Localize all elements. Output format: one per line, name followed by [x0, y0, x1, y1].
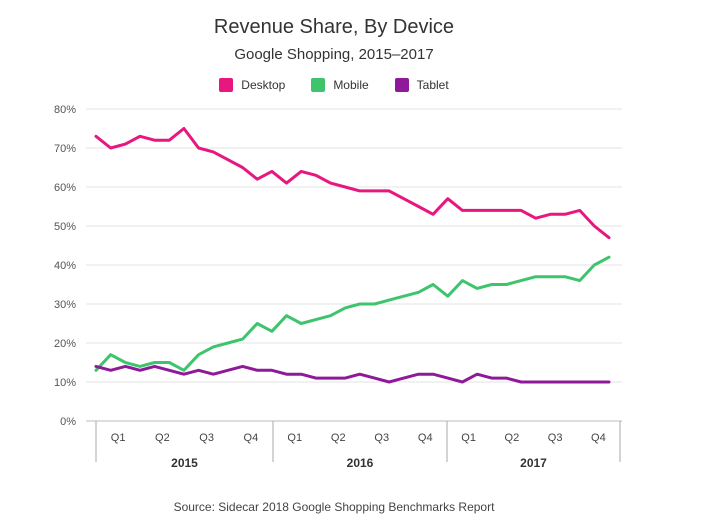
legend-swatch-desktop	[219, 78, 234, 92]
x-tick-label: Q1	[111, 432, 126, 444]
legend-label-tablet: Tablet	[416, 78, 449, 92]
year-label: 2015	[171, 456, 198, 470]
y-tick-label: 30%	[54, 299, 76, 311]
x-tick-label: Q3	[374, 432, 389, 444]
year-label: 2016	[347, 456, 374, 470]
x-tick-label: Q4	[418, 432, 433, 444]
legend-item-desktop: Desktop	[219, 78, 285, 92]
legend-swatch-tablet	[394, 78, 409, 92]
x-tick-label: Q2	[505, 432, 520, 444]
legend-swatch-mobile	[311, 78, 326, 92]
y-tick-label: 40%	[54, 260, 76, 272]
series-line-tablet	[94, 364, 611, 384]
y-tick-label: 10%	[54, 377, 76, 389]
y-tick-label: 60%	[54, 182, 76, 194]
x-tick-label: Q2	[331, 432, 346, 444]
y-tick-label: 50%	[54, 221, 76, 233]
chart-subtitle: Google Shopping, 2015–2017	[234, 46, 434, 63]
legend-label-desktop: Desktop	[241, 78, 286, 92]
x-tick-label: Q3	[199, 432, 214, 444]
source-note: Source: Sidecar 2018 Google Shopping Ben…	[173, 500, 495, 514]
legend-item-tablet: Tablet	[394, 78, 449, 92]
legend: Desktop Mobile Tablet	[0, 78, 668, 92]
legend-label-mobile: Mobile	[333, 78, 369, 92]
legend-item-mobile: Mobile	[311, 78, 369, 92]
series-line-mobile	[94, 255, 611, 372]
x-tick-label: Q1	[287, 432, 302, 444]
y-tick-label: 70%	[54, 143, 76, 155]
series-line-desktop	[94, 127, 611, 240]
y-tick-label: 0%	[60, 416, 76, 428]
year-label: 2017	[520, 456, 547, 470]
x-tick-label: Q2	[155, 432, 170, 444]
x-tick-label: Q1	[461, 432, 476, 444]
y-tick-label: 20%	[54, 338, 76, 350]
y-tick-label: 80%	[54, 104, 76, 116]
x-tick-label: Q4	[591, 432, 606, 444]
chart-title: Revenue Share, By Device	[213, 16, 455, 38]
x-tick-label: Q4	[244, 432, 259, 444]
x-tick-label: Q3	[548, 432, 563, 444]
